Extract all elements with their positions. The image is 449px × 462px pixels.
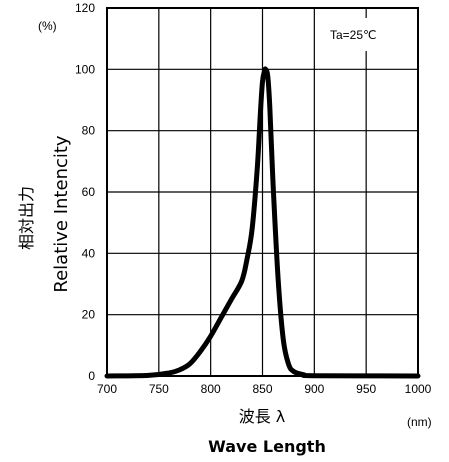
x-tick-label: 900 [304, 382, 324, 396]
x-axis-title-jp: 波長 λ [239, 407, 286, 426]
y-tick-label: 80 [82, 124, 96, 138]
x-tick-label: 750 [149, 382, 169, 396]
x-tick-label: 800 [201, 382, 221, 396]
y-tick-label: 60 [82, 185, 96, 199]
x-tick-label: 950 [356, 382, 376, 396]
x-tick-label: 700 [97, 382, 117, 396]
y-axis-title-jp: 相対出力 [17, 186, 36, 250]
tick-labels: 700 750 800 850 900 950 1000 0 20 40 60 80 100 120 [75, 1, 432, 396]
x-unit-label: (nm) [407, 415, 432, 429]
plot-frame [106, 7, 419, 377]
y-tick-label: 0 [88, 369, 95, 383]
x-tick-label: 1000 [405, 382, 432, 396]
annotation-label: Ta=25℃ [330, 28, 377, 42]
series-line [104, 66, 421, 379]
y-tick-label: 120 [75, 1, 95, 15]
x-tick-label: 850 [252, 382, 272, 396]
grid-lines [107, 8, 418, 376]
y-unit-label: (%) [38, 19, 57, 33]
annotation-box [323, 18, 416, 51]
series-layer [104, 66, 421, 379]
y-tick-label: 20 [82, 308, 96, 322]
y-tick-label: 100 [75, 62, 95, 76]
x-axis-title-en: Wave Length [208, 437, 326, 456]
y-axis-title-en: Relative Intencity [51, 135, 72, 293]
y-tick-label: 40 [82, 246, 96, 260]
